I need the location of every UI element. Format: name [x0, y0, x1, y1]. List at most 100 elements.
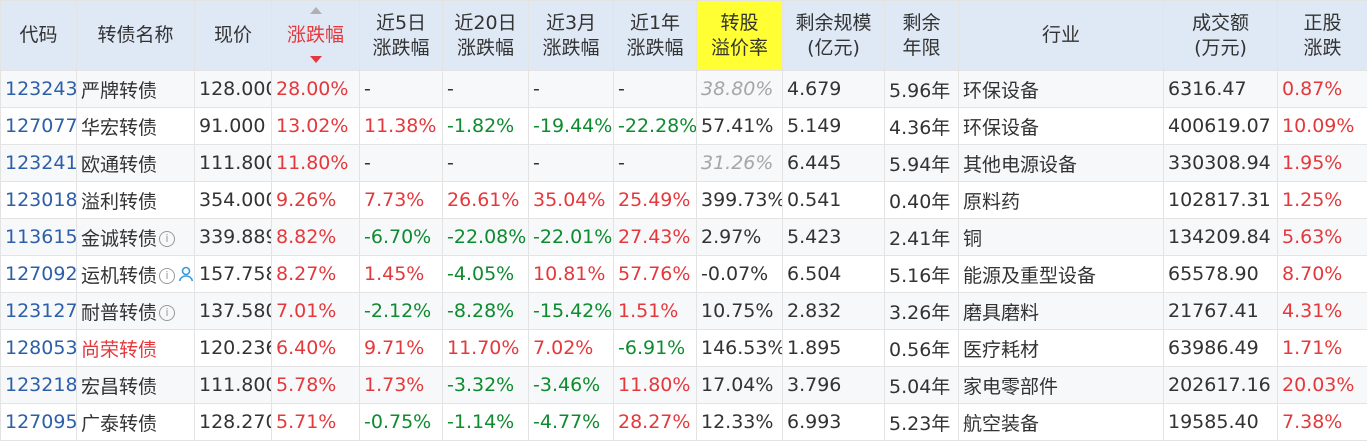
- chg20d-cell: -: [442, 144, 529, 182]
- bond-code-link[interactable]: 123018: [0, 181, 77, 219]
- bond-name-link[interactable]: 宏昌转债: [81, 375, 158, 398]
- sort-desc-icon: [309, 56, 322, 63]
- premium-cell: 2.97%: [696, 218, 783, 256]
- remain-years-cell: 2.41年: [884, 218, 959, 256]
- bond-name-cell[interactable]: 华宏转债: [76, 107, 195, 145]
- header-code[interactable]: 代码: [0, 0, 77, 71]
- stock-change-cell: 5.63%: [1277, 218, 1367, 256]
- chg20d-cell: -: [442, 70, 529, 108]
- info-icon[interactable]: i: [159, 305, 176, 321]
- chg5d-cell: -: [359, 144, 443, 182]
- turnover-cell: 400619.07: [1163, 107, 1278, 145]
- header-chg20d[interactable]: 近20日 涨跌幅: [442, 0, 529, 71]
- header-price[interactable]: 现价: [194, 0, 272, 71]
- industry-cell: 磨具磨料: [958, 292, 1164, 330]
- remain-size-cell: 4.679: [782, 70, 885, 108]
- header-remain-size[interactable]: 剩余规模 (亿元): [782, 0, 885, 71]
- header-turnover[interactable]: 成交额 (万元): [1163, 0, 1278, 71]
- stock-change-cell: 7.38%: [1277, 403, 1367, 441]
- chg3m-cell: -19.44%: [528, 107, 614, 145]
- header-remain-size-line1: 剩余规模: [795, 11, 872, 34]
- header-change-label: 涨跌幅: [286, 24, 344, 46]
- bond-name-cell[interactable]: 金诚转债 i: [76, 218, 195, 256]
- header-chg5d[interactable]: 近5日 涨跌幅: [359, 0, 443, 71]
- header-chg3m[interactable]: 近3月 涨跌幅: [528, 0, 614, 71]
- header-remain-years[interactable]: 剩余 年限: [884, 0, 959, 71]
- table-row[interactable]: 123241 欧通转债 111.800 11.80% - - - -31.26% 6.445 5.…: [0, 144, 1367, 182]
- info-icon[interactable]: i: [159, 231, 176, 247]
- bond-code-link[interactable]: 127092: [0, 255, 77, 293]
- header-industry[interactable]: 行业: [958, 0, 1164, 71]
- bond-code-link[interactable]: 123127: [0, 292, 77, 330]
- bond-code-link[interactable]: 123218: [0, 366, 77, 404]
- table-row[interactable]: 127095 广泰转债 128.270 5.71% -0.75% -1.14% -4.77%…: [0, 403, 1367, 441]
- bond-code-link[interactable]: 123243: [0, 70, 77, 108]
- header-premium[interactable]: 转股 溢价率: [696, 0, 783, 71]
- chg1y-cell: 28.27%: [613, 403, 697, 441]
- remain-size-cell: 5.423: [782, 218, 885, 256]
- table-row[interactable]: 127092 运机转债 i 157.758 8.27% 1.45% -4.05% 10.81%…: [0, 255, 1367, 293]
- change-cell: 5.78%: [271, 366, 360, 404]
- header-stock-change[interactable]: 正股 涨跌: [1277, 0, 1367, 71]
- chg5d-cell: 1.45%: [359, 255, 443, 293]
- header-change[interactable]: 涨跌幅: [271, 0, 360, 71]
- chg5d-cell: -2.12%: [359, 292, 443, 330]
- table-row[interactable]: 123218 宏昌转债 111.800 5.78% 1.73% -3.32% -3.46% 1…: [0, 366, 1367, 404]
- bond-name-cell[interactable]: 严牌转债: [76, 70, 195, 108]
- header-premium-line1: 转股: [720, 11, 759, 34]
- stock-change-cell: 1.95%: [1277, 144, 1367, 182]
- bond-code-link[interactable]: 127095: [0, 403, 77, 441]
- premium-cell: 12.33%: [696, 403, 783, 441]
- stock-change-cell: 4.31%: [1277, 292, 1367, 330]
- industry-cell: 原料药: [958, 181, 1164, 219]
- table-row[interactable]: 123018 溢利转债 354.000 9.26% 7.73% 26.61% 35.04% 2…: [0, 181, 1367, 219]
- header-chg3m-line2: 涨跌幅: [542, 36, 600, 59]
- turnover-cell: 65578.90: [1163, 255, 1278, 293]
- bond-code-link[interactable]: 127077: [0, 107, 77, 145]
- header-stock-change-line2: 涨跌: [1303, 36, 1342, 59]
- remain-size-cell: 1.895: [782, 329, 885, 367]
- bond-name-link[interactable]: 欧通转债: [81, 153, 158, 176]
- industry-cell: 能源及重型设备: [958, 255, 1164, 293]
- table-row[interactable]: 123127 耐普转债 i 137.580 7.01% -2.12% -8.28% -15.4…: [0, 292, 1367, 330]
- price-cell: 339.889: [194, 218, 272, 256]
- premium-cell: 17.04%: [696, 366, 783, 404]
- bond-name-link[interactable]: 金诚转债: [81, 227, 158, 250]
- bond-code-link[interactable]: 128053: [0, 329, 77, 367]
- remain-years-cell: 0.56年: [884, 329, 959, 367]
- info-icon[interactable]: i: [159, 268, 176, 284]
- premium-cell: 57.41%: [696, 107, 783, 145]
- table-row[interactable]: 127077 华宏转债 91.000 13.02% 11.38% -1.82% -19.44…: [0, 107, 1367, 145]
- chg20d-cell: 11.70%: [442, 329, 529, 367]
- bond-name-link[interactable]: 尚荣转债: [81, 338, 158, 361]
- table-row[interactable]: 128053 尚荣转债 120.236 6.40% 9.71% 11.70% 7.02% -6…: [0, 329, 1367, 367]
- bond-name-cell[interactable]: 尚荣转债: [76, 329, 195, 367]
- table-row[interactable]: 123243 严牌转债 128.000 28.00% - - - -38.80% 4.679 5.…: [0, 70, 1367, 108]
- bond-name-cell[interactable]: 耐普转债 i: [76, 292, 195, 330]
- chg1y-cell: -: [613, 144, 697, 182]
- bond-name-link[interactable]: 运机转债: [81, 264, 158, 287]
- bond-name-link[interactable]: 华宏转债: [81, 116, 158, 139]
- header-remain-years-line2: 年限: [902, 36, 941, 59]
- header-chg1y[interactable]: 近1年 涨跌幅: [613, 0, 697, 71]
- bond-code-link[interactable]: 113615: [0, 218, 77, 256]
- bond-name-cell[interactable]: 欧通转债: [76, 144, 195, 182]
- bond-name-cell[interactable]: 广泰转债: [76, 403, 195, 441]
- table-row[interactable]: 113615 金诚转债 i 339.889 8.82% -6.70% -22.08% -22.…: [0, 218, 1367, 256]
- bond-code-link[interactable]: 123241: [0, 144, 77, 182]
- bond-name-link[interactable]: 溢利转债: [81, 190, 158, 213]
- stock-change-cell: 20.03%: [1277, 366, 1367, 404]
- turnover-cell: 6316.47: [1163, 70, 1278, 108]
- header-name[interactable]: 转债名称: [76, 0, 195, 71]
- header-turnover-line2: (万元): [1194, 36, 1247, 59]
- bond-name-link[interactable]: 耐普转债: [81, 301, 158, 324]
- price-cell: 128.000: [194, 70, 272, 108]
- user-icon[interactable]: [177, 265, 194, 288]
- remain-years-cell: 3.26年: [884, 292, 959, 330]
- bond-name-link[interactable]: 广泰转债: [81, 412, 158, 435]
- remain-years-cell: 5.04年: [884, 366, 959, 404]
- bond-name-cell[interactable]: 宏昌转债: [76, 366, 195, 404]
- bond-name-cell[interactable]: 运机转债 i: [76, 255, 195, 293]
- bond-name-link[interactable]: 严牌转债: [81, 79, 158, 102]
- bond-name-cell[interactable]: 溢利转债: [76, 181, 195, 219]
